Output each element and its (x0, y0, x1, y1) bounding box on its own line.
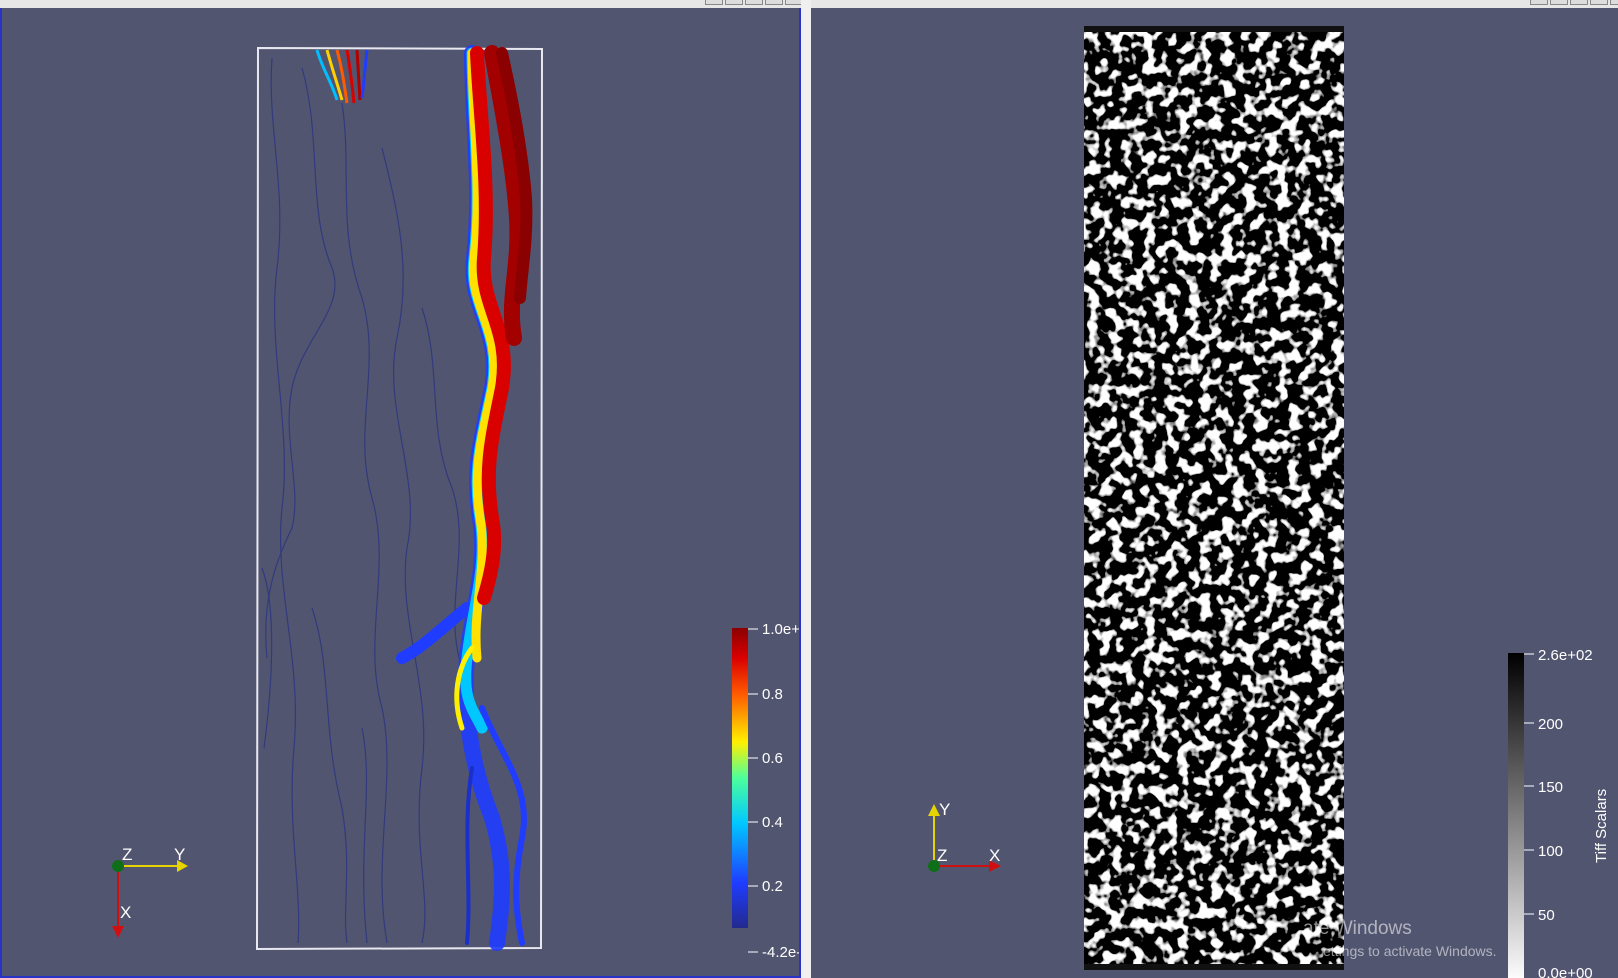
tiff-image-slice (1084, 26, 1344, 970)
slice-top-edge (1084, 26, 1344, 32)
slice-bottom-edge (1084, 964, 1344, 970)
restore-icon[interactable] (765, 0, 783, 5)
right-color-bar-label-1: 200 (1538, 716, 1563, 733)
left-color-bar-ticks (748, 628, 758, 953)
left-render-canvas[interactable]: 1.0e+ 0.8 0.6 0.4 0.2 -4.2e- Z Y X (2, 8, 801, 978)
view-splitter[interactable] (801, 0, 811, 978)
bounding-box-outline (255, 46, 544, 951)
left-color-bar-label-1: 0.8 (762, 686, 783, 703)
right-axis-x-label: X (989, 846, 1000, 865)
left-axis-z-label: Z (122, 845, 132, 864)
right-render-canvas[interactable]: 2.6e+02 200 150 100 50 0.0e+00 Tiff Scal… (811, 8, 1618, 978)
right-color-bar-ticks (1524, 653, 1534, 915)
left-color-bar-label-max: 1.0e+ (762, 621, 800, 638)
left-axis-y-label: Y (174, 845, 185, 864)
right-render-view[interactable]: 2.6e+02 200 150 100 50 0.0e+00 Tiff Scal… (811, 8, 1618, 978)
right-color-bar-label-min: 0.0e+00 (1538, 965, 1593, 978)
left-render-view[interactable]: 1.0e+ 0.8 0.6 0.4 0.2 -4.2e- Z Y X (0, 8, 801, 978)
right-color-bar (1508, 653, 1524, 978)
left-color-bar-label-2: 0.6 (762, 750, 783, 767)
left-color-bar-label-min: -4.2e- (762, 944, 801, 961)
right-axis-z-label: Z (937, 846, 947, 865)
right-color-bar-label-2: 150 (1538, 779, 1563, 796)
left-view-title-bar (0, 0, 806, 8)
maximize-icon[interactable] (745, 0, 763, 5)
small-streamline-bundle (315, 49, 369, 104)
split-vertical-icon[interactable] (1550, 0, 1568, 5)
maximize-icon[interactable] (1570, 0, 1588, 5)
right-orientation-axes: Y Z X (928, 800, 1001, 872)
left-color-bar-label-3: 0.4 (762, 814, 783, 831)
right-color-bar-label-4: 50 (1538, 907, 1555, 924)
left-color-bar-label-4: 0.2 (762, 878, 783, 895)
right-color-bar-title: Tiff Scalars (1593, 789, 1610, 863)
split-horizontal-icon[interactable] (705, 0, 723, 5)
activate-windows-watermark-title: ate Windows (1303, 918, 1412, 939)
right-color-bar-label-3: 100 (1538, 843, 1563, 860)
left-view-buttons[interactable] (705, 0, 803, 6)
restore-icon[interactable] (1590, 0, 1608, 5)
right-view-title-bar (810, 0, 1618, 8)
left-axis-x-label: X (120, 903, 131, 922)
left-color-bar (732, 628, 748, 928)
activate-windows-watermark-subtitle: ettings to activate Windows. (1323, 943, 1497, 959)
right-color-bar-label-max: 2.6e+02 (1538, 647, 1593, 664)
right-axis-y-label: Y (939, 800, 950, 819)
main-streamline-bundle (396, 45, 533, 951)
right-view-buttons[interactable] (1530, 0, 1618, 6)
split-vertical-icon[interactable] (725, 0, 743, 5)
left-orientation-axes: Z Y X (112, 845, 188, 938)
split-horizontal-icon[interactable] (1530, 0, 1548, 5)
close-icon[interactable] (1610, 0, 1618, 5)
faint-streamlines (261, 57, 463, 944)
